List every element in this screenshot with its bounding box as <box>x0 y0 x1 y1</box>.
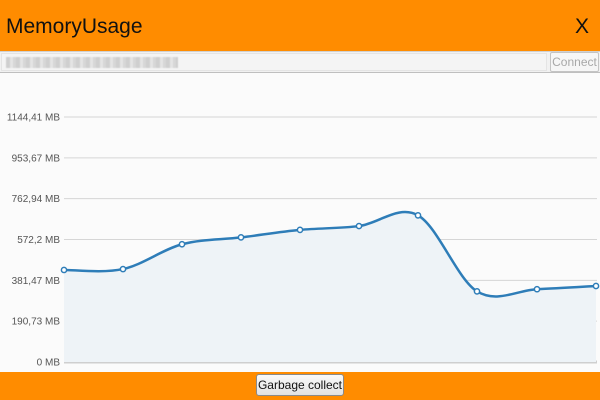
series-area <box>64 212 596 362</box>
y-tick-label: 762,94 MB <box>12 194 61 205</box>
memory-chart-svg: 0 MB 190,73 MB 381,47 MB 572,2 MB 762,94 MB 9… <box>0 73 600 372</box>
address-input[interactable] <box>1 53 547 71</box>
data-point <box>297 227 302 232</box>
memory-chart: 0 MB 190,73 MB 381,47 MB 572,2 MB 762,94 MB 9… <box>0 73 600 372</box>
y-tick-label: 1144,41 MB <box>7 113 61 124</box>
data-point <box>61 267 66 272</box>
connection-bar: Connect <box>0 51 600 73</box>
connect-button[interactable]: Connect <box>550 52 599 72</box>
data-point <box>179 242 184 247</box>
close-button[interactable]: X <box>575 15 589 39</box>
footer-bar: Garbage collect <box>0 372 600 400</box>
garbage-collect-button[interactable]: Garbage collect <box>256 374 344 396</box>
data-point <box>356 223 361 228</box>
y-tick-label: 381,47 MB <box>12 276 61 287</box>
y-tick-label: 0 MB <box>37 358 61 369</box>
window-title: MemoryUsage <box>6 15 143 39</box>
data-point <box>534 287 539 292</box>
data-point <box>415 213 420 218</box>
data-point <box>238 235 243 240</box>
data-point <box>593 283 598 288</box>
y-tick-label: 572,2 MB <box>17 235 60 246</box>
data-point <box>474 289 479 294</box>
y-tick-label: 953,67 MB <box>12 153 61 164</box>
data-point <box>120 266 125 271</box>
title-bar: MemoryUsage X <box>0 0 600 51</box>
y-tick-label: 190,73 MB <box>12 317 61 328</box>
